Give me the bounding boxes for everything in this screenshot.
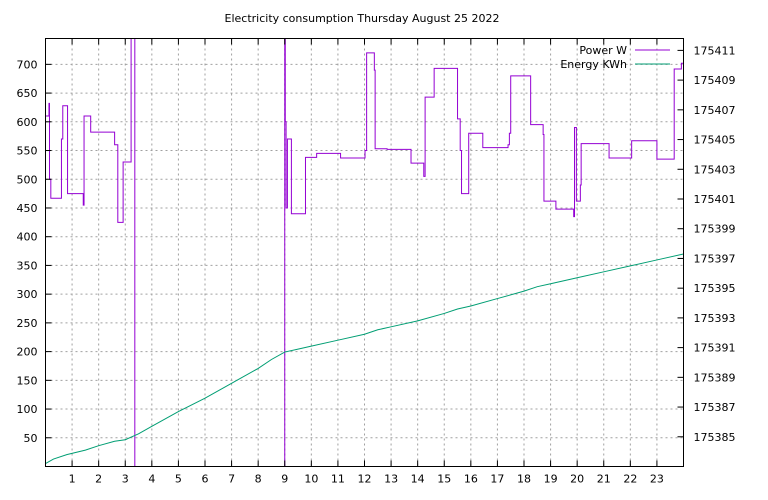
x-tick-label: 22 <box>623 473 637 486</box>
y-right-tick-label: 175397 <box>694 252 736 265</box>
series-layer <box>45 38 684 467</box>
x-tick-label: 6 <box>202 473 209 486</box>
y-right-tick-label: 175387 <box>694 401 736 414</box>
x-tick-label: 5 <box>175 473 182 486</box>
x-tick-label: 20 <box>570 473 584 486</box>
y-left-tick-label: 400 <box>17 231 38 244</box>
y-right-tick-label: 175403 <box>694 163 736 176</box>
x-tick-label: 11 <box>331 473 345 486</box>
y-right-tick-label: 175411 <box>694 44 736 57</box>
x-tick-label: 23 <box>650 473 664 486</box>
y-right-tick-label: 175391 <box>694 342 736 355</box>
x-tick-label: 1 <box>69 473 76 486</box>
y-left-tick-label: 350 <box>17 259 38 272</box>
x-tick-label: 16 <box>464 473 478 486</box>
y-right-tick-label: 175407 <box>694 104 736 117</box>
y-left-tick-label: 250 <box>17 317 38 330</box>
y-right-tick-label: 175393 <box>694 312 736 325</box>
y-left-tick-label: 200 <box>17 346 38 359</box>
y-left-tick-label: 550 <box>17 145 38 158</box>
plot-frame <box>45 38 684 467</box>
grid <box>45 38 684 467</box>
series-line-energy-kwh <box>45 253 684 464</box>
y-left-tick-label: 600 <box>17 116 38 129</box>
y-right-tick-label: 175389 <box>694 371 736 384</box>
y-left-tick-label: 300 <box>17 288 38 301</box>
x-tick-label: 7 <box>228 473 235 486</box>
y-right-tick-label: 175401 <box>694 193 736 206</box>
x-tick-label: 18 <box>517 473 531 486</box>
x-tick-label: 9 <box>281 473 288 486</box>
axis-ticks: 1 2 3 4 5 6 7 8 9 10 11 12 13 14 15 16 17 18 19 20 21 22 23501… <box>17 38 736 486</box>
y-left-tick-label: 100 <box>17 403 38 416</box>
y-left-tick-label: 700 <box>17 58 38 71</box>
y-left-tick-label: 450 <box>17 202 38 215</box>
x-tick-label: 15 <box>437 473 451 486</box>
x-tick-label: 21 <box>597 473 611 486</box>
legend-label: Power W <box>579 44 627 57</box>
y-right-tick-label: 175409 <box>694 74 736 87</box>
series-line-power-w <box>45 38 684 467</box>
y-left-tick-label: 500 <box>17 173 38 186</box>
x-tick-label: 13 <box>384 473 398 486</box>
x-tick-label: 17 <box>490 473 504 486</box>
x-tick-label: 10 <box>304 473 318 486</box>
chart-title: Electricity consumption Thursday August … <box>225 12 500 25</box>
y-left-tick-label: 650 <box>17 87 38 100</box>
legend-label: Energy KWh <box>560 58 627 71</box>
x-tick-label: 8 <box>255 473 262 486</box>
x-tick-label: 3 <box>122 473 129 486</box>
x-tick-label: 14 <box>411 473 425 486</box>
x-tick-label: 2 <box>95 473 102 486</box>
y-right-tick-label: 175405 <box>694 134 736 147</box>
y-left-tick-label: 50 <box>24 432 38 445</box>
x-tick-label: 19 <box>544 473 558 486</box>
y-right-tick-label: 175399 <box>694 223 736 236</box>
x-tick-label: 12 <box>358 473 372 486</box>
y-right-tick-label: 175385 <box>694 431 736 444</box>
y-right-tick-label: 175395 <box>694 282 736 295</box>
x-tick-label: 4 <box>148 473 155 486</box>
y-left-tick-label: 150 <box>17 374 38 387</box>
